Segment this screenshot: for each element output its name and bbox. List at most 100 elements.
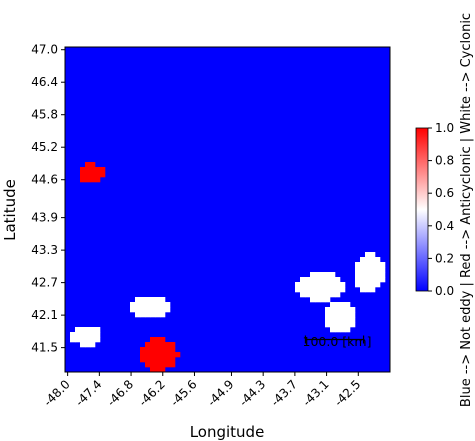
eddy-cell (320, 287, 326, 293)
eddy-cell (130, 302, 136, 308)
eddy-cell (145, 352, 151, 358)
eddy-cell (335, 317, 341, 323)
eddy-cell (345, 312, 351, 318)
eddy-cell (85, 337, 91, 343)
eddy-cell (150, 362, 156, 368)
eddy-cell (310, 292, 316, 298)
eddy-cell (315, 287, 321, 293)
eddy-cell (360, 272, 366, 278)
eddy-cell (370, 262, 376, 268)
eddy-cell (340, 317, 346, 323)
eddy-cell (145, 297, 151, 303)
eddy-cell (365, 252, 371, 258)
x-axis-label: Longitude (190, 423, 265, 441)
eddy-cell (160, 297, 166, 303)
eddy-cell (165, 307, 171, 313)
eddy-cell (375, 257, 381, 263)
eddy-cell (325, 282, 331, 288)
y-axis-label: Latitude (1, 179, 19, 241)
x-tick-label: -47.4 (73, 377, 105, 409)
eddy-cell (370, 282, 376, 288)
eddy-cell (310, 297, 316, 303)
scale-bar-label: 100.0 [km] (303, 334, 372, 349)
eddy-cell (145, 357, 151, 363)
eddy-layer (70, 162, 386, 372)
eddy-cell (320, 292, 326, 298)
eddy-cell (360, 267, 366, 273)
eddy-cell (330, 277, 336, 283)
eddy-cell (90, 177, 96, 183)
eddy-cell (140, 357, 146, 363)
scale-bar: 100.0 [km] (303, 334, 372, 349)
eddy-cell (80, 167, 86, 173)
eddy-cell (160, 367, 166, 372)
y-tick-label: 42.7 (31, 276, 58, 290)
eddy-cell (95, 177, 101, 183)
eddy-cell (85, 172, 91, 178)
eddy-cell (160, 307, 166, 313)
eddy-cell (330, 282, 336, 288)
eddy-cell (145, 307, 151, 313)
colorbar-label: Blue --> Not eddy | Red --> Anticyclonic… (459, 13, 474, 407)
colorbar-gradient (415, 127, 429, 292)
eddy-cell (155, 352, 161, 358)
eddy-cell (350, 312, 356, 318)
eddy-cell (160, 352, 166, 358)
eddy-cell (155, 337, 161, 343)
eddy-cell (85, 342, 91, 348)
eddy-cell (300, 282, 306, 288)
x-tick-label: -43.1 (300, 377, 332, 409)
eddy-cell (330, 302, 336, 308)
eddy-cell (145, 362, 151, 368)
eddy-cell (340, 282, 346, 288)
eddy-cell (160, 342, 166, 348)
eddy-cell (310, 272, 316, 278)
eddy-cell (90, 342, 96, 348)
colorbar-tick-label: 1.0 (435, 121, 454, 135)
eddy-cell (150, 352, 156, 358)
eddy-cell (85, 167, 91, 173)
eddy-cell (85, 327, 91, 333)
y-tick-label: 42.1 (31, 308, 58, 322)
eddy-cell (90, 167, 96, 173)
eddy-cell (170, 357, 176, 363)
eddy-cell (305, 277, 311, 283)
colorbar-tick-label: 0.0 (435, 284, 454, 298)
eddy-cell (355, 262, 361, 268)
eddy-cell (360, 257, 366, 263)
eddy-cell (150, 302, 156, 308)
eddy-cell (335, 327, 341, 333)
eddy-cell (365, 267, 371, 273)
eddy-cell (310, 287, 316, 293)
eddy-cell (380, 262, 386, 268)
eddy-cell (150, 307, 156, 313)
eddy-cell (140, 297, 146, 303)
eddy-cell (160, 347, 166, 353)
eddy-cell (325, 272, 331, 278)
eddy-cell (335, 282, 341, 288)
eddy-cell (335, 292, 341, 298)
eddy-cell (150, 312, 156, 318)
eddy-cell (325, 312, 331, 318)
eddy-cell (330, 317, 336, 323)
eddy-cell (75, 332, 81, 338)
eddy-cell (375, 272, 381, 278)
eddy-cell (170, 352, 176, 358)
eddy-cell (160, 312, 166, 318)
eddy-cell (325, 307, 331, 313)
eddy-cell (80, 337, 86, 343)
eddy-cell (80, 342, 86, 348)
eddy-cell (320, 282, 326, 288)
x-tick-label: -44.3 (236, 377, 268, 409)
eddy-cell (315, 272, 321, 278)
colorbar-tick-label: 0.2 (435, 251, 454, 265)
eddy-cyclonic-6 (325, 302, 356, 333)
eddy-cell (90, 172, 96, 178)
eddy-cell (365, 272, 371, 278)
eddy-cell (340, 327, 346, 333)
eddy-cell (320, 272, 326, 278)
eddy-cell (90, 337, 96, 343)
eddy-cell (165, 347, 171, 353)
eddy-cell (330, 322, 336, 328)
